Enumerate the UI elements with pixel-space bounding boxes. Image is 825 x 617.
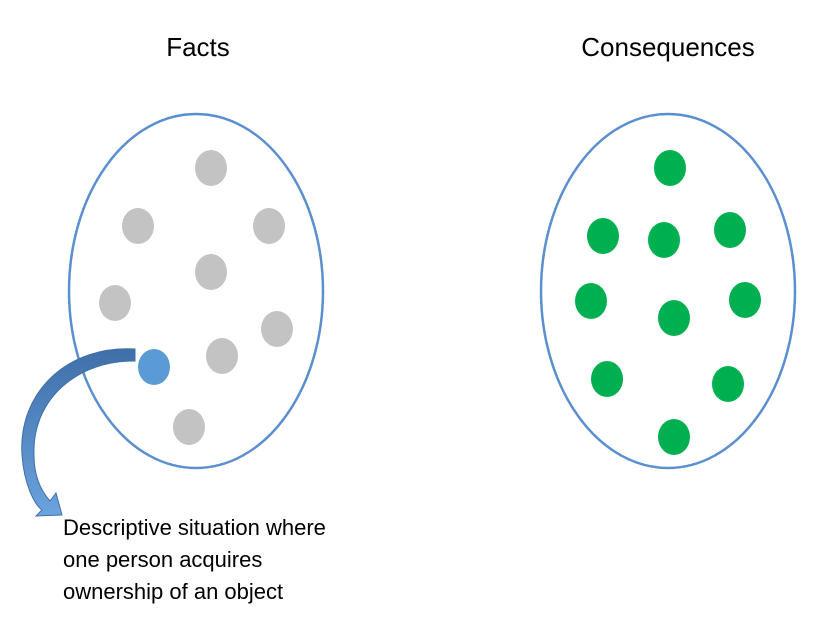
consequences-title: Consequences (581, 32, 755, 62)
fact-dot (195, 254, 227, 290)
caption-line: ownership of an object (63, 579, 284, 604)
fact-dot (261, 311, 293, 347)
consequence-dot (658, 300, 690, 336)
consequence-dot (714, 212, 746, 248)
caption-line: one person acquires (63, 547, 263, 572)
fact-dot (195, 150, 227, 186)
consequence-dot (729, 282, 761, 318)
consequences-ellipse (539, 112, 797, 470)
fact-dot (253, 208, 285, 244)
selected-fact-dot (138, 349, 170, 385)
caption-line: Descriptive situation where (63, 515, 326, 540)
consequence-dot (648, 222, 680, 258)
consequence-dot (654, 150, 686, 186)
consequence-dot (591, 361, 623, 397)
fact-dot (122, 208, 154, 244)
facts-title: Facts (166, 32, 230, 62)
fact-dot (206, 338, 238, 374)
consequence-dot (658, 419, 690, 455)
fact-dot (99, 285, 131, 321)
consequence-dots (575, 150, 761, 455)
curved-arrow (21, 348, 136, 517)
consequence-dot (587, 218, 619, 254)
fact-dots (99, 150, 293, 445)
facts-ellipse (67, 112, 325, 470)
fact-caption: Descriptive situation where one person a… (63, 512, 326, 608)
fact-dot (173, 409, 205, 445)
consequence-dot (712, 366, 744, 402)
consequence-dot (575, 283, 607, 319)
